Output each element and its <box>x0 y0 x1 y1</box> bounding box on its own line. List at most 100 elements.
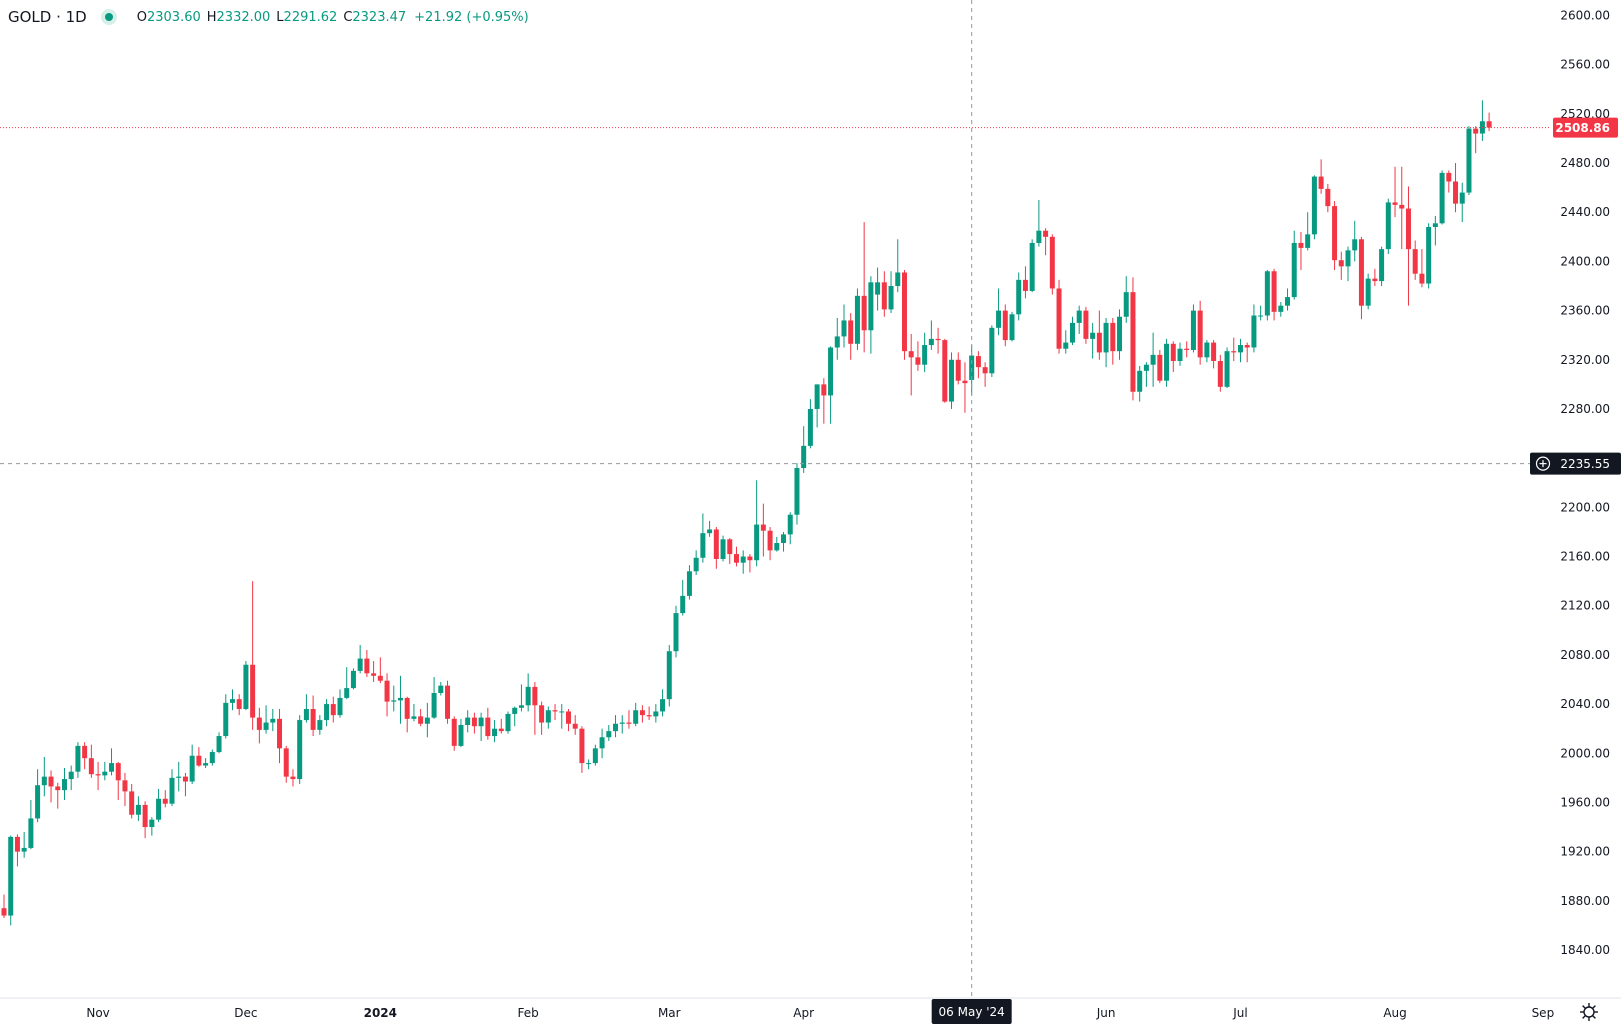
candle[interactable] <box>1365 273 1371 310</box>
candle[interactable] <box>1090 322 1096 359</box>
candle[interactable] <box>129 784 135 819</box>
candle[interactable] <box>8 835 14 926</box>
candle[interactable] <box>1157 349 1163 384</box>
candle[interactable] <box>1432 215 1438 246</box>
candle[interactable] <box>1332 201 1338 271</box>
candle[interactable] <box>75 742 81 778</box>
candle[interactable] <box>1056 279 1062 354</box>
candle[interactable] <box>565 708 571 732</box>
candle[interactable] <box>915 341 921 371</box>
candle[interactable] <box>156 788 162 823</box>
candle[interactable] <box>1197 300 1203 365</box>
candle[interactable] <box>485 707 491 740</box>
candle[interactable] <box>525 673 531 712</box>
candle[interactable] <box>404 696 410 733</box>
candle[interactable] <box>989 325 995 378</box>
candle[interactable] <box>48 770 54 803</box>
candle[interactable] <box>1022 266 1028 299</box>
candle[interactable] <box>223 694 229 739</box>
candle[interactable] <box>680 579 686 616</box>
candle[interactable] <box>1399 166 1405 250</box>
candle[interactable] <box>1278 301 1284 317</box>
candle[interactable] <box>666 645 672 707</box>
candle[interactable] <box>707 520 713 537</box>
add-plus-circle-icon[interactable] <box>1535 456 1551 471</box>
candle[interactable] <box>626 710 632 729</box>
candle[interactable] <box>1170 341 1176 373</box>
candle[interactable] <box>189 744 195 784</box>
candle[interactable] <box>781 531 787 552</box>
candle[interactable] <box>955 352 961 385</box>
price-axis[interactable]: 1840.00 1880.00 1920.00 1960.00 2000.00 2040.… <box>1530 9 1621 957</box>
candle[interactable] <box>868 276 874 354</box>
candle[interactable] <box>142 801 148 839</box>
candle[interactable] <box>277 708 283 764</box>
candle[interactable] <box>1029 239 1035 293</box>
candle[interactable] <box>908 333 914 396</box>
candle[interactable] <box>606 724 612 741</box>
candle[interactable] <box>1016 272 1022 321</box>
candle[interactable] <box>1358 236 1364 320</box>
candle[interactable] <box>182 772 188 797</box>
candle[interactable] <box>310 695 316 737</box>
candle[interactable] <box>895 239 901 293</box>
candle[interactable] <box>1352 220 1358 262</box>
candle[interactable] <box>324 699 330 727</box>
candle[interactable] <box>633 702 639 727</box>
candle[interactable] <box>1009 311 1015 342</box>
candle[interactable] <box>95 761 101 791</box>
candle[interactable] <box>1237 338 1243 363</box>
candle[interactable] <box>88 744 94 778</box>
candle[interactable] <box>807 399 813 449</box>
candle[interactable] <box>203 758 209 769</box>
candle[interactable] <box>848 313 854 360</box>
candle[interactable] <box>599 728 605 759</box>
candle[interactable] <box>1372 268 1378 287</box>
candle[interactable] <box>1143 362 1149 387</box>
candle[interactable] <box>962 362 968 413</box>
candle[interactable] <box>572 715 578 735</box>
candle[interactable] <box>384 673 390 717</box>
candle[interactable] <box>290 769 296 787</box>
candle[interactable] <box>532 681 538 735</box>
candle[interactable] <box>1049 234 1055 295</box>
candle[interactable] <box>1217 354 1223 392</box>
candle[interactable] <box>263 705 269 734</box>
candle[interactable] <box>875 267 881 311</box>
candle[interactable] <box>1069 316 1075 346</box>
candle[interactable] <box>1231 337 1237 362</box>
candle[interactable] <box>451 716 457 751</box>
candle[interactable] <box>693 550 699 575</box>
candle[interactable] <box>1190 304 1196 353</box>
candle[interactable] <box>283 745 289 783</box>
candle[interactable] <box>216 732 222 754</box>
candle[interactable] <box>303 694 309 723</box>
candle[interactable] <box>539 701 545 735</box>
candle[interactable] <box>727 538 733 564</box>
candle[interactable] <box>942 338 948 403</box>
candle[interactable] <box>639 705 645 723</box>
candle[interactable] <box>458 718 464 748</box>
candle[interactable] <box>229 689 235 711</box>
candle[interactable] <box>1285 288 1291 311</box>
candle[interactable] <box>411 704 417 722</box>
candle[interactable] <box>431 677 437 719</box>
candle[interactable] <box>1486 112 1492 132</box>
candle[interactable] <box>1110 317 1116 365</box>
candle[interactable] <box>61 768 67 800</box>
candle[interactable] <box>686 565 692 600</box>
candle[interactable] <box>1096 310 1102 360</box>
candle[interactable] <box>982 362 988 387</box>
candle[interactable] <box>949 352 955 409</box>
candle[interactable] <box>445 680 451 724</box>
candle[interactable] <box>814 384 820 428</box>
candle[interactable] <box>41 756 47 797</box>
candle[interactable] <box>935 327 941 354</box>
candle[interactable] <box>364 649 370 678</box>
candle[interactable] <box>1043 228 1049 256</box>
candle[interactable] <box>760 503 766 557</box>
candle[interactable] <box>209 749 215 766</box>
candle[interactable] <box>901 270 907 360</box>
candle[interactable] <box>1 894 7 919</box>
candle[interactable] <box>424 702 430 738</box>
